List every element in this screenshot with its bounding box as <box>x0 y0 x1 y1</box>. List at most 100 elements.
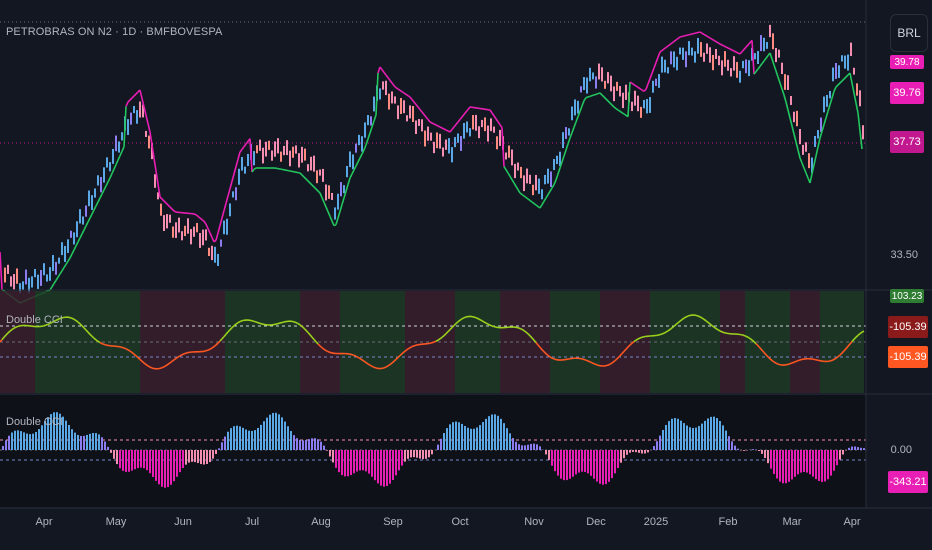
cci-line <box>81 325 85 329</box>
price-candle <box>301 146 303 163</box>
cci-line <box>145 363 149 367</box>
price-candle <box>790 95 792 105</box>
trailing-stop-line <box>237 151 241 160</box>
cci-line <box>485 322 489 325</box>
trailing-stop-line <box>757 65 761 70</box>
trailing-stop-line <box>397 88 401 91</box>
trailing-stop-line <box>219 217 223 226</box>
histogram-bar <box>713 416 715 450</box>
price-candle <box>622 92 624 109</box>
histogram-bar <box>68 425 70 450</box>
trailing-stop-line <box>563 149 567 157</box>
price-candle <box>217 253 219 266</box>
trailing-stop-line <box>379 66 383 71</box>
cci-line <box>639 336 643 339</box>
trailing-stop-line <box>659 49 663 53</box>
histogram-bar <box>413 450 415 458</box>
cci-line <box>769 358 773 362</box>
price-candle <box>676 56 678 71</box>
trailing-stop-line <box>587 95 591 98</box>
histogram-bar <box>179 450 181 473</box>
cci-histogram-pane[interactable] <box>0 395 866 507</box>
histogram-bar <box>569 450 571 479</box>
trailing-stop-line <box>761 60 765 65</box>
histogram-bar <box>821 450 823 482</box>
histogram-bar <box>53 412 55 450</box>
histogram-bar <box>254 430 256 450</box>
trailing-stop-line <box>415 104 419 108</box>
price-candle <box>487 125 489 142</box>
histogram-bar <box>143 450 145 469</box>
price-candle <box>46 274 48 282</box>
histogram-bar <box>128 450 130 472</box>
trailing-stop-line <box>193 213 197 216</box>
trailing-stop-line <box>437 125 441 128</box>
cci-tag-top: 103.23 <box>890 289 924 303</box>
price-candle <box>52 255 54 272</box>
price-candle <box>679 47 681 55</box>
cci-line <box>295 321 299 325</box>
histogram-pane-label[interactable]: Double CCI <box>6 416 63 428</box>
cci-line <box>517 327 521 330</box>
cci-line <box>547 354 551 358</box>
time-axis-label: Sep <box>383 516 403 528</box>
cci-line <box>229 327 233 331</box>
histogram-bar <box>383 450 385 487</box>
cci-line <box>147 365 151 368</box>
histogram-bar <box>350 450 352 476</box>
histogram-bar <box>200 450 202 465</box>
currency-button[interactable]: BRL <box>890 14 928 52</box>
histogram-bar <box>839 450 841 460</box>
histogram-bar <box>353 450 355 474</box>
trailing-stop-line <box>845 74 849 78</box>
price-candle <box>820 117 822 132</box>
cci-line <box>399 353 403 357</box>
histogram-bar <box>206 450 208 464</box>
cci-line <box>633 339 637 343</box>
cci-line <box>473 316 477 319</box>
trailing-stop-line <box>407 95 411 98</box>
price-candle <box>103 167 105 183</box>
cci-line <box>667 328 671 332</box>
histogram-bar <box>104 441 106 450</box>
histogram-bar <box>341 450 343 476</box>
trailing-stop-line <box>551 184 555 189</box>
histogram-bar <box>764 450 766 459</box>
cci-line <box>761 349 765 354</box>
cci-line <box>449 327 453 331</box>
price-candle <box>715 48 717 59</box>
trailing-stop-line <box>51 283 55 288</box>
histogram-bar <box>425 450 427 459</box>
trailing-stop-line <box>617 109 621 112</box>
price-pane[interactable] <box>0 21 866 304</box>
price-candle <box>529 174 531 184</box>
trailing-stop-line <box>795 141 799 151</box>
trailing-stop-line <box>629 81 633 84</box>
price-candle <box>34 269 36 278</box>
trailing-stop-line <box>391 82 395 87</box>
price-candle <box>13 274 15 290</box>
cci-line <box>529 335 533 339</box>
price-candle <box>697 38 699 54</box>
cci-line <box>715 327 719 331</box>
price-candle <box>826 94 828 107</box>
trailing-stop-line <box>797 149 801 159</box>
trailing-stop-line <box>671 40 675 44</box>
cci-line-pane[interactable] <box>0 291 866 393</box>
cci-line <box>773 361 777 364</box>
cci-pane-label[interactable]: Double CCI <box>6 314 63 326</box>
cci-line <box>127 349 131 352</box>
histogram-bar <box>575 450 577 475</box>
price-candle <box>40 270 42 286</box>
trailing-stop-line <box>559 161 563 169</box>
trailing-stop-line <box>413 101 417 105</box>
cci-line <box>541 349 545 353</box>
histogram-bar <box>428 450 430 458</box>
price-candle <box>580 86 582 93</box>
cci-line <box>763 351 767 356</box>
symbol-title[interactable]: PETROBRAS ON N2 · 1D · BMFBOVESPA <box>6 26 223 38</box>
histogram-bar <box>167 450 169 488</box>
cci-line <box>849 341 853 345</box>
trailing-stop-line <box>91 209 95 215</box>
